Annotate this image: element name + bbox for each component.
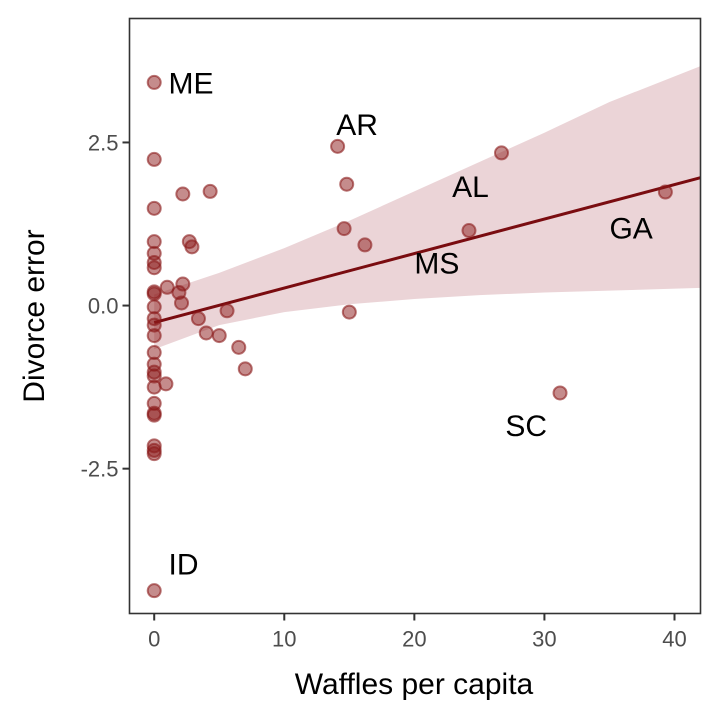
point-label-ar: AR xyxy=(336,109,378,142)
y-tick-label: -2.5 xyxy=(81,457,119,482)
data-point xyxy=(219,303,235,319)
x-tick-label: 10 xyxy=(272,627,296,652)
x-axis-title: Waffles per capita xyxy=(295,668,534,701)
data-point xyxy=(175,276,191,292)
data-point xyxy=(198,325,214,341)
confidence-band xyxy=(154,66,701,350)
data-point xyxy=(202,183,218,199)
data-point-ga xyxy=(657,184,673,200)
data-point xyxy=(341,304,357,320)
data-point-me xyxy=(146,74,162,90)
data-point xyxy=(336,221,352,237)
x-tick-label: 40 xyxy=(662,627,686,652)
regression-line xyxy=(153,176,701,324)
y-tick-label: 0.0 xyxy=(88,294,119,319)
x-axis: 0 10 20 30 40 xyxy=(148,613,687,652)
data-point xyxy=(211,328,227,344)
regression-line-layer xyxy=(153,176,701,324)
data-point-ar xyxy=(330,138,346,154)
data-point xyxy=(146,260,162,276)
data-point xyxy=(190,311,206,327)
point-label-sc: SC xyxy=(505,410,547,443)
point-labels-layer: ME AR AL MS GA SC ID xyxy=(169,67,653,581)
data-point xyxy=(146,200,162,216)
data-point xyxy=(174,295,190,311)
point-label-id: ID xyxy=(169,548,199,581)
data-point xyxy=(237,361,253,377)
data-point xyxy=(357,237,373,253)
data-point xyxy=(146,286,162,302)
data-point-id xyxy=(146,583,162,599)
data-point xyxy=(146,407,162,423)
data-point-ms xyxy=(461,223,477,239)
data-point xyxy=(175,186,191,202)
data-point xyxy=(146,151,162,167)
point-label-al: AL xyxy=(452,171,489,204)
data-point-sc xyxy=(552,385,568,401)
point-label-me: ME xyxy=(169,67,214,100)
point-label-ms: MS xyxy=(414,248,459,281)
y-axis: -2.5 0.0 2.5 xyxy=(81,130,130,482)
data-point xyxy=(339,176,355,192)
data-point xyxy=(184,239,200,255)
data-point xyxy=(146,446,162,462)
x-tick-label: 0 xyxy=(148,627,160,652)
points-layer xyxy=(146,74,673,599)
point-label-ga: GA xyxy=(609,212,652,245)
x-tick-label: 20 xyxy=(402,627,426,652)
data-point xyxy=(158,376,174,392)
data-point-al xyxy=(493,145,509,161)
confidence-band-layer xyxy=(154,66,701,350)
y-tick-label: 2.5 xyxy=(88,130,119,155)
data-point xyxy=(231,339,247,355)
x-tick-label: 30 xyxy=(532,627,556,652)
data-point xyxy=(146,328,162,344)
y-axis-title: Divorce error xyxy=(18,229,51,402)
